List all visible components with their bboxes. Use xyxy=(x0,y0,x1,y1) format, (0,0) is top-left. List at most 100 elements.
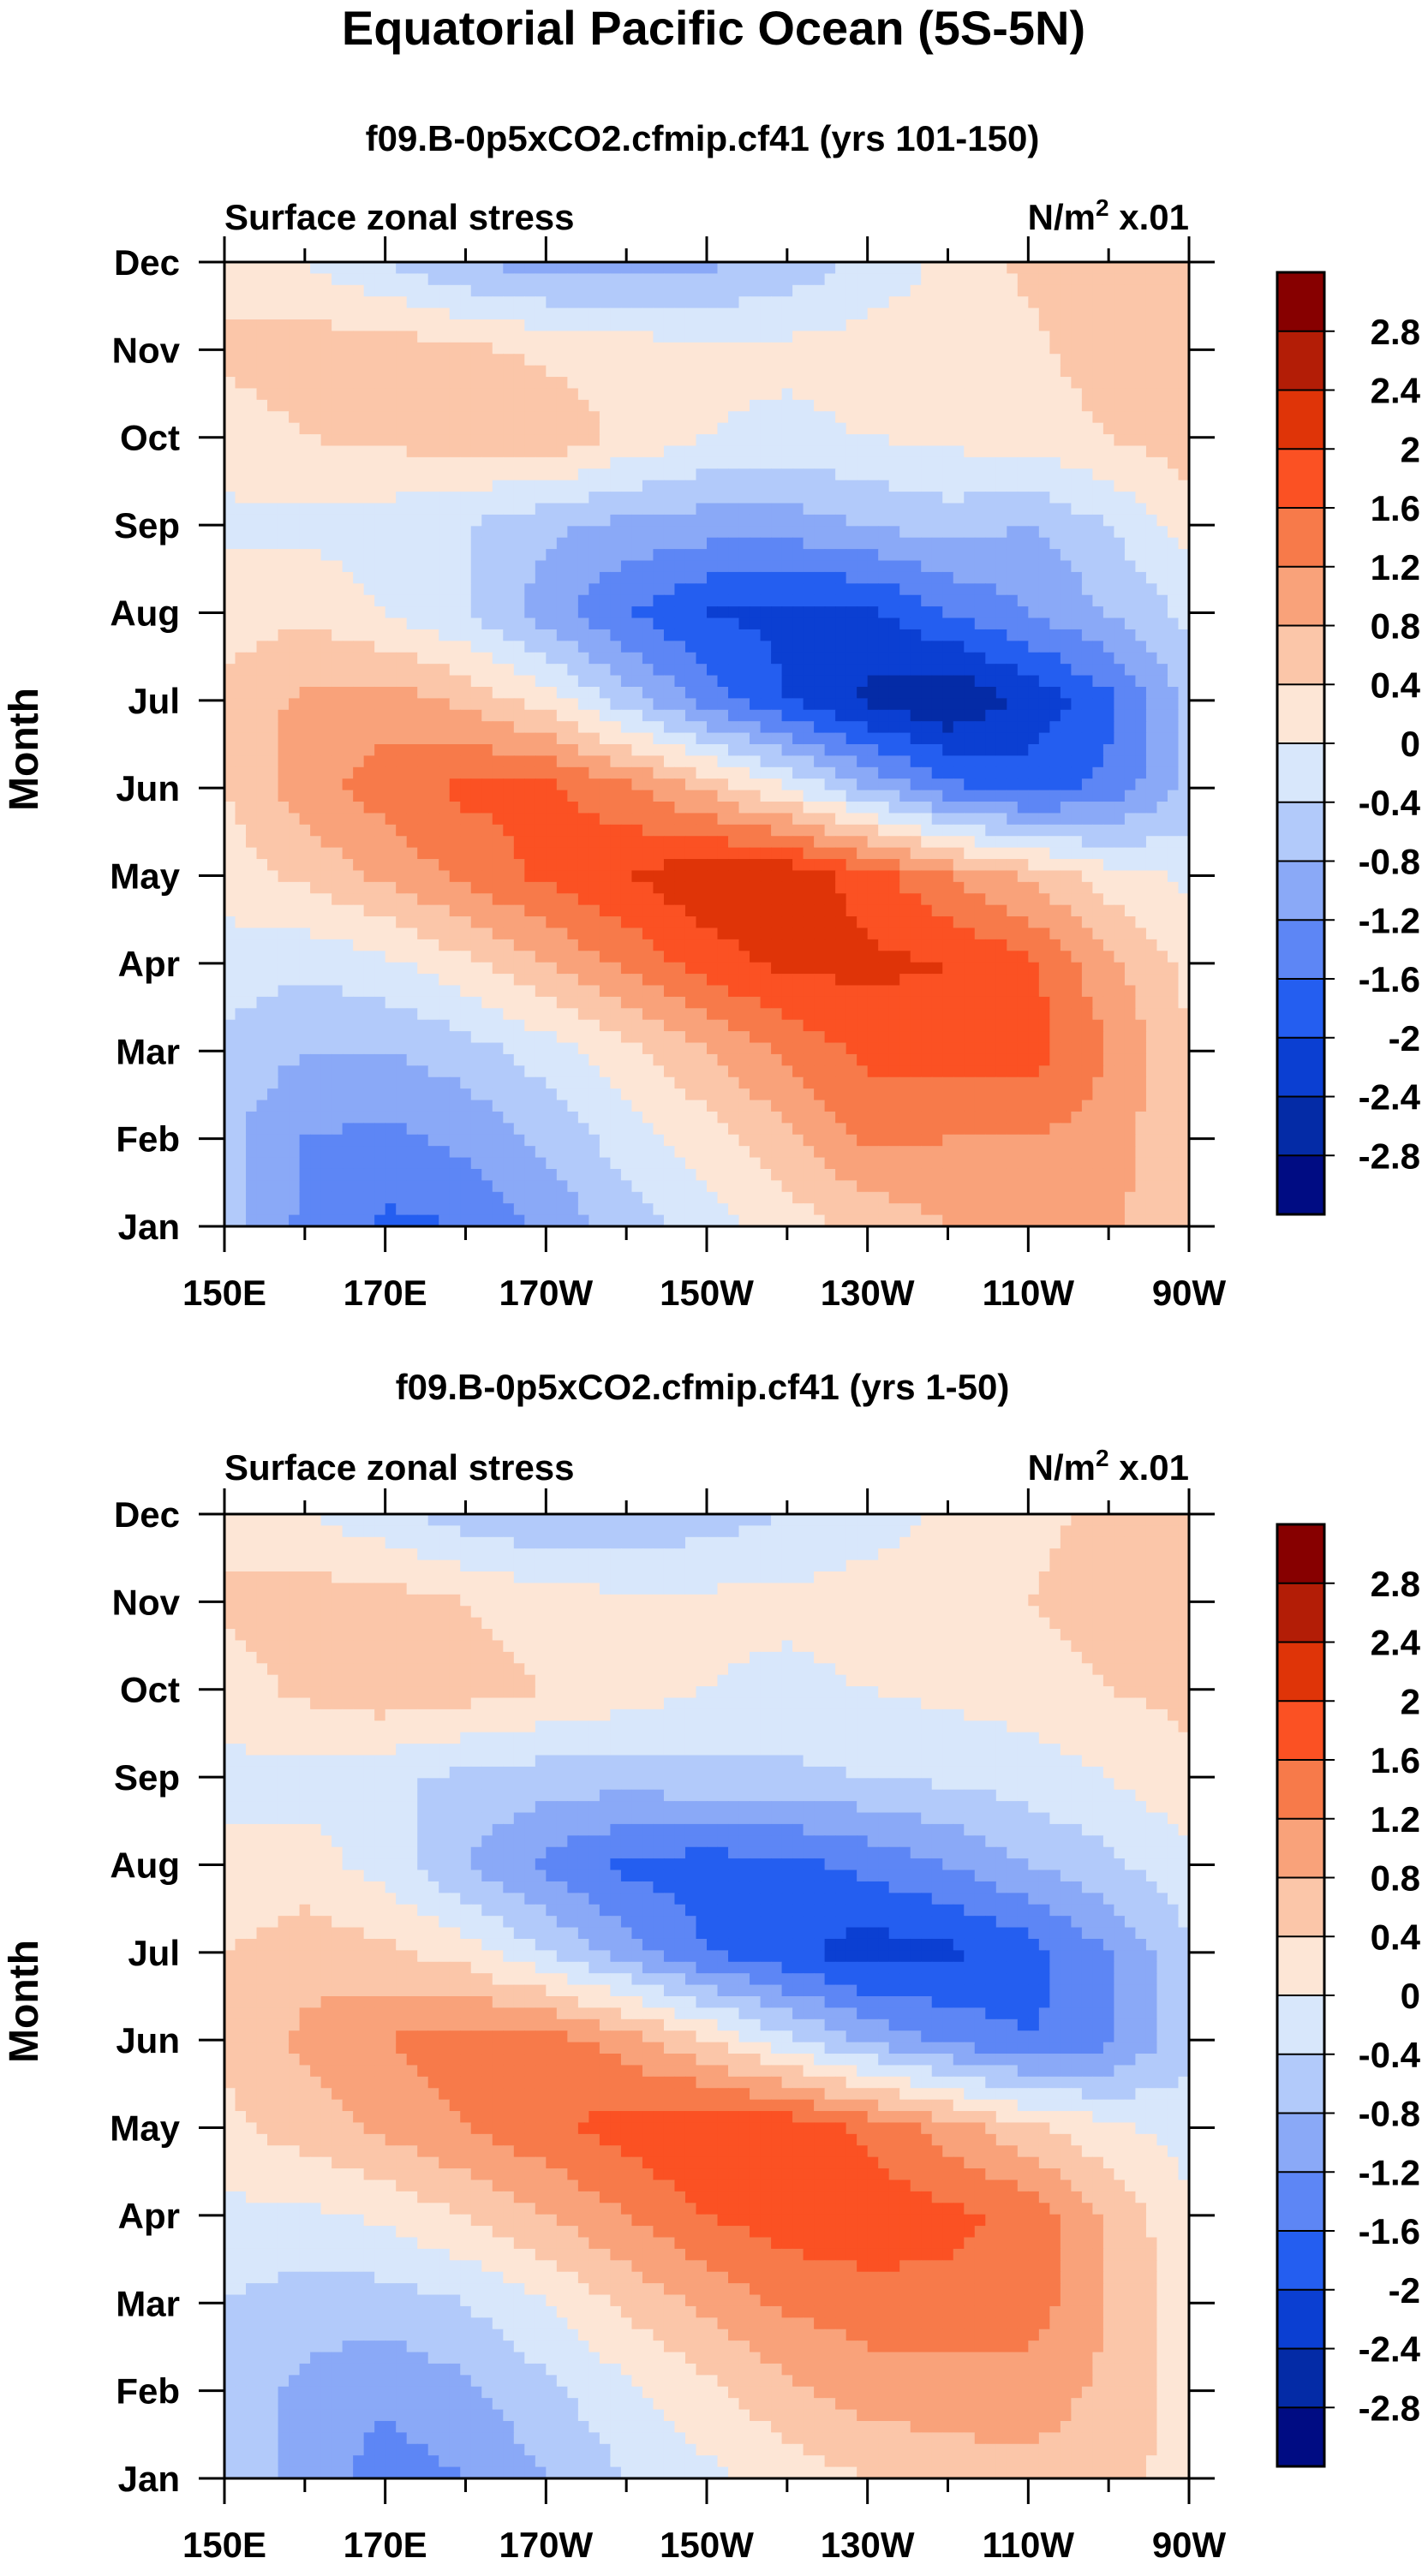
contour-cell xyxy=(1125,583,1136,595)
contour-cell xyxy=(224,778,236,790)
contour-cell xyxy=(1156,618,1168,630)
contour-cell xyxy=(300,595,311,607)
contour-cell xyxy=(385,526,397,538)
contour-cell xyxy=(300,457,311,469)
contour-cell xyxy=(567,813,578,825)
contour-cell xyxy=(310,319,321,331)
contour-cell xyxy=(707,882,718,894)
contour-cell xyxy=(557,331,568,343)
contour-cell xyxy=(353,331,364,343)
contour-cell xyxy=(321,859,332,871)
contour-cell xyxy=(761,664,772,676)
contour-cell xyxy=(1082,733,1093,745)
contour-cell xyxy=(224,641,236,653)
contour-cell xyxy=(353,423,364,435)
contour-cell xyxy=(300,354,311,366)
contour-cell xyxy=(396,698,407,710)
contour-cell xyxy=(653,859,664,871)
contour-cell xyxy=(417,445,428,457)
contour-cell xyxy=(439,698,450,710)
contour-cell xyxy=(857,698,868,710)
contour-cell xyxy=(460,480,471,492)
contour-cell xyxy=(460,710,471,722)
contour-cell xyxy=(236,893,247,905)
contour-cell xyxy=(996,262,1007,274)
contour-cell xyxy=(696,549,707,561)
contour-cell xyxy=(642,893,654,905)
contour-cell xyxy=(771,778,782,790)
contour-cell xyxy=(600,813,611,825)
contour-cell xyxy=(278,870,290,882)
contour-cell xyxy=(985,859,996,871)
contour-cell xyxy=(899,468,911,480)
contour-cell xyxy=(1071,790,1082,802)
contour-cell xyxy=(761,572,772,584)
contour-cell xyxy=(825,836,836,848)
contour-cell xyxy=(835,515,846,527)
contour-cell xyxy=(428,755,439,767)
contour-cell xyxy=(728,606,739,618)
contour-cell xyxy=(1168,802,1179,814)
contour-cell xyxy=(921,411,932,423)
contour-cell xyxy=(514,813,525,825)
contour-cell xyxy=(450,526,461,538)
contour-cell xyxy=(1146,515,1157,527)
contour-cell xyxy=(396,561,407,573)
contour-cell xyxy=(460,526,471,538)
contour-cell xyxy=(921,515,932,527)
contour-cell xyxy=(343,492,354,504)
contour-cell xyxy=(300,492,311,504)
contour-cell xyxy=(374,262,385,274)
contour-cell xyxy=(868,572,879,584)
contour-cell xyxy=(792,423,804,435)
contour-cell xyxy=(353,366,364,378)
contour-cell xyxy=(557,790,568,802)
contour-cell xyxy=(1103,653,1114,665)
contour-cell xyxy=(685,411,696,423)
contour-cell xyxy=(278,813,290,825)
contour-cell xyxy=(674,721,685,733)
contour-cell xyxy=(1039,595,1050,607)
contour-cell xyxy=(804,480,815,492)
contour-cell xyxy=(1039,492,1050,504)
contour-cell xyxy=(653,331,664,343)
contour-cell xyxy=(932,445,943,457)
contour-cell xyxy=(761,802,772,814)
contour-cell xyxy=(246,354,257,366)
contour-cell xyxy=(267,504,278,516)
contour-cell xyxy=(718,273,729,285)
contour-cell xyxy=(364,664,375,676)
contour-cell xyxy=(503,445,514,457)
contour-cell xyxy=(278,802,290,814)
contour-cell xyxy=(932,319,943,331)
contour-cell xyxy=(921,377,932,389)
contour-cell xyxy=(514,388,525,400)
contour-cell xyxy=(417,767,428,779)
contour-cell xyxy=(621,468,632,480)
contour-cell xyxy=(985,526,996,538)
contour-cell xyxy=(631,515,642,527)
contour-cell xyxy=(374,618,385,630)
contour-cell xyxy=(396,778,407,790)
contour-cell xyxy=(1168,273,1179,285)
contour-cell xyxy=(674,848,685,860)
contour-cell xyxy=(1114,676,1125,688)
contour-cell xyxy=(889,285,900,297)
contour-cell xyxy=(782,882,793,894)
contour-cell xyxy=(814,836,825,848)
contour-cell xyxy=(289,457,300,469)
contour-cell xyxy=(878,480,889,492)
contour-cell xyxy=(718,882,729,894)
contour-cell xyxy=(750,825,761,837)
contour-cell xyxy=(546,733,557,745)
contour-cell xyxy=(1028,468,1039,480)
contour-cell xyxy=(707,308,718,320)
contour-cell xyxy=(653,400,664,412)
contour-cell xyxy=(718,687,729,699)
contour-cell xyxy=(224,721,236,733)
contour-cell xyxy=(224,423,236,435)
contour-cell xyxy=(814,790,825,802)
contour-cell xyxy=(889,504,900,516)
contour-cell xyxy=(546,813,557,825)
contour-cell xyxy=(1039,526,1050,538)
